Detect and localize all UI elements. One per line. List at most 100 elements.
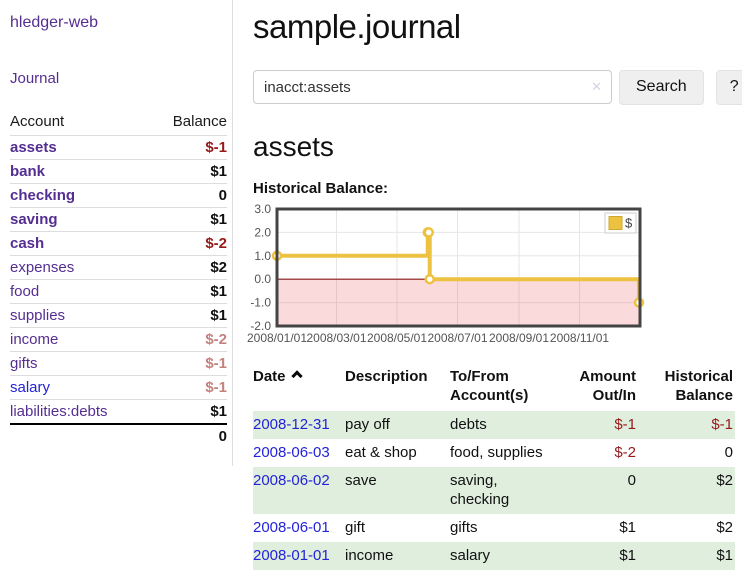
- transaction-date-link[interactable]: 2008-06-01: [253, 519, 330, 537]
- search-box: ✕: [253, 70, 612, 105]
- account-row: assets $-1: [10, 135, 227, 160]
- account-row: checking 0: [10, 183, 227, 208]
- register-header-description: Description: [345, 368, 428, 386]
- register-header-row: Date Description To/From Account(s) Amou…: [253, 367, 735, 411]
- register-amount-cell: $1: [619, 519, 636, 537]
- svg-text:1.0: 1.0: [254, 249, 271, 263]
- transaction-date-link[interactable]: 2008-06-03: [253, 444, 330, 462]
- svg-text:2008/05/01: 2008/05/01: [367, 331, 427, 345]
- account-row: cash $-2: [10, 231, 227, 256]
- register-amount-cell: 0: [627, 472, 636, 490]
- legend-label: $: [625, 216, 633, 231]
- register-balance-cell: $1: [716, 547, 733, 565]
- register-accounts-cell: gifts: [450, 519, 478, 537]
- search-input[interactable]: [253, 70, 612, 105]
- account-row: liabilities:debts $1: [10, 399, 227, 424]
- legend-swatch: [608, 216, 623, 231]
- sidebar-item-journal[interactable]: Journal: [10, 70, 60, 87]
- account-name-cell: salary: [10, 375, 150, 400]
- negative-region: [277, 279, 640, 327]
- account-name-cell: cash: [10, 231, 150, 256]
- account-row: expenses $2: [10, 255, 227, 280]
- account-row: saving $1: [10, 207, 227, 232]
- transaction-date-link[interactable]: 2008-01-01: [253, 547, 330, 565]
- sort-ascending-icon: [290, 370, 303, 382]
- register-description-cell: pay off: [345, 416, 390, 434]
- page-title: sample.journal: [253, 8, 461, 45]
- register-header-historical: Historical Balance: [664, 368, 733, 405]
- account-name-cell: saving: [10, 207, 150, 232]
- svg-text:-2.0: -2.0: [250, 319, 271, 333]
- register-balance-cell: $2: [716, 472, 733, 490]
- register-description-cell: gift: [345, 519, 366, 537]
- brand-link[interactable]: hledger-web: [10, 14, 99, 31]
- register-header-date[interactable]: Date: [253, 367, 345, 411]
- accounts-total-balance: 0: [149, 423, 227, 448]
- svg-text:2008/01/01: 2008/01/01: [247, 331, 307, 345]
- sidebar-account-link[interactable]: liabilities:debts: [10, 403, 108, 420]
- register-date-cell: 2008-06-03: [253, 439, 345, 467]
- clear-search-icon[interactable]: ✕: [591, 79, 602, 95]
- transaction-date-link[interactable]: 2008-06-02: [253, 472, 330, 490]
- table-row: 2008-06-02 save saving, checking 0 $2: [253, 467, 735, 515]
- sidebar-account-link[interactable]: gifts: [10, 355, 38, 372]
- account-balance-cell: $-1: [149, 351, 227, 376]
- search-button[interactable]: Search: [619, 69, 704, 105]
- register-description-cell: save: [345, 472, 377, 490]
- sidebar: hledger-web Journal Account Balance asse…: [0, 0, 233, 466]
- sidebar-account-link[interactable]: expenses: [10, 259, 75, 276]
- account-balance-cell: $1: [149, 303, 227, 328]
- account-row: income $-2: [10, 327, 227, 352]
- account-balance-cell: 0: [149, 183, 227, 208]
- table-row: 2008-06-03 eat & shop food, supplies $-2 0: [253, 439, 735, 467]
- register-balance-cell: $2: [716, 519, 733, 537]
- svg-text:0.0: 0.0: [254, 273, 271, 287]
- register-header-accounts: To/From Account(s): [450, 368, 529, 405]
- svg-text:2008/11/01: 2008/11/01: [550, 331, 609, 345]
- search-form: ✕ Search ?: [253, 69, 742, 105]
- sidebar-account-link[interactable]: cash: [10, 235, 45, 252]
- register-accounts-cell: food, supplies: [450, 444, 543, 462]
- account-name-cell: assets: [10, 135, 150, 160]
- account-row: gifts $-1: [10, 351, 227, 376]
- account-name-cell: supplies: [10, 303, 150, 328]
- account-name-cell: liabilities:debts: [10, 399, 150, 424]
- historical-balance-chart[interactable]: $3.0 2.0 1.0 0.0 -1.0 -2.0 2008/01/01 2008/03/0…: [247, 202, 742, 353]
- account-balance-cell: $-2: [149, 327, 227, 352]
- account-name-cell: checking: [10, 183, 150, 208]
- account-name-cell: gifts: [10, 351, 150, 376]
- svg-text:2008/09/01: 2008/09/01: [489, 331, 549, 345]
- register-amount-cell: $-2: [614, 444, 636, 462]
- register-accounts-cell: salary: [450, 547, 491, 565]
- sidebar-account-link[interactable]: salary: [10, 379, 51, 396]
- sidebar-account-link[interactable]: assets: [10, 139, 57, 156]
- main-content: sample.journal ✕ Search ? assets Histori…: [233, 0, 742, 571]
- account-balance-cell: $1: [149, 399, 227, 424]
- sidebar-account-link[interactable]: checking: [10, 187, 76, 204]
- register-accounts-cell: saving, checking: [450, 472, 510, 509]
- sidebar-account-link[interactable]: saving: [10, 211, 58, 228]
- account-name-cell: food: [10, 279, 150, 304]
- account-balance-cell: $1: [149, 207, 227, 232]
- sidebar-account-link[interactable]: food: [10, 283, 40, 300]
- sidebar-account-link[interactable]: income: [10, 331, 59, 348]
- account-balance-cell: $-1: [149, 135, 227, 160]
- register-header-date-label: Date: [253, 368, 286, 386]
- chart-title: Historical Balance:: [253, 180, 389, 198]
- sidebar-account-link[interactable]: bank: [10, 163, 46, 180]
- sidebar-account-link[interactable]: supplies: [10, 307, 66, 324]
- account-balance-cell: $1: [149, 279, 227, 304]
- table-row: 2008-06-01 gift gifts $1 $2: [253, 514, 735, 542]
- accounts-total-row: 0: [10, 423, 227, 448]
- svg-text:2008/07/01: 2008/07/01: [427, 331, 487, 345]
- account-balance-cell: $-1: [149, 375, 227, 400]
- svg-text:-1.0: -1.0: [250, 296, 271, 310]
- register-amount-cell: $-1: [614, 416, 636, 434]
- account-balance-cell: $-2: [149, 231, 227, 256]
- table-row: 2008-01-01 income salary $1 $1: [253, 542, 735, 571]
- help-button[interactable]: ?: [715, 69, 742, 105]
- transaction-date-link[interactable]: 2008-12-31: [253, 416, 330, 434]
- account-name-cell: expenses: [10, 255, 150, 280]
- account-heading: assets: [253, 130, 334, 162]
